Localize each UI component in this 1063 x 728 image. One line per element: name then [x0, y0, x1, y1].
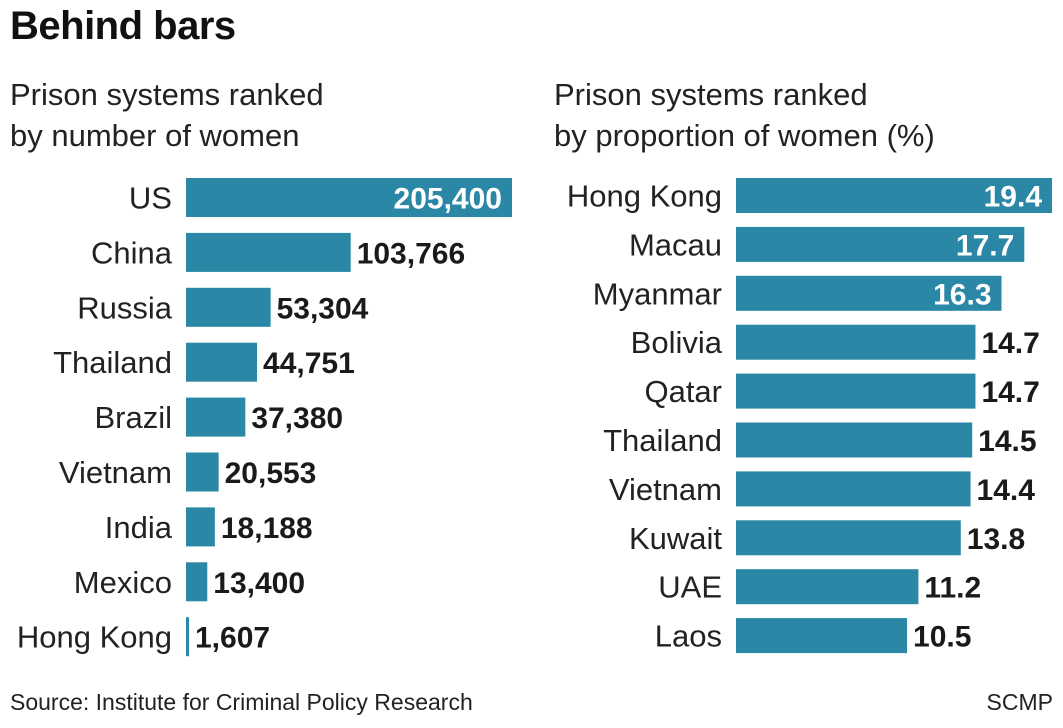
bar: [186, 178, 512, 217]
data-label: 37,380: [251, 402, 343, 435]
left-chart-subtitle: Prison systems ranked by number of women: [10, 77, 324, 153]
category-label: Bolivia: [631, 325, 723, 360]
bar: [736, 520, 961, 556]
data-label: 13,400: [213, 567, 305, 600]
category-label: Vietnam: [609, 472, 722, 507]
bar: [736, 471, 971, 507]
bar: [736, 324, 976, 360]
data-label: 1,607: [195, 622, 270, 655]
bar: [186, 397, 246, 437]
data-label: 14.4: [977, 474, 1036, 507]
data-label: 44,751: [263, 347, 355, 380]
category-label: Macau: [629, 227, 722, 262]
category-label: China: [91, 235, 173, 270]
category-label: Mexico: [74, 565, 172, 600]
data-label: 10.5: [913, 621, 971, 654]
category-label: US: [129, 181, 172, 216]
data-label: 19.4: [984, 181, 1043, 214]
bar: [186, 287, 271, 327]
data-label: 53,304: [277, 292, 369, 325]
data-label: 103,766: [357, 237, 465, 270]
bar: [186, 562, 208, 602]
category-label: Vietnam: [59, 455, 172, 490]
category-label: Hong Kong: [17, 620, 172, 655]
category-label: India: [105, 510, 173, 545]
category-label: Qatar: [644, 374, 722, 409]
category-label: Myanmar: [593, 276, 722, 311]
category-label: Laos: [655, 619, 722, 654]
bar: [186, 507, 215, 547]
bar: [186, 232, 351, 272]
bar: [736, 275, 1002, 311]
category-label: Hong Kong: [567, 179, 722, 214]
bar: [736, 422, 973, 458]
bar: [186, 342, 258, 382]
bar: [186, 617, 189, 657]
source-note: Source: Institute for Criminal Policy Re…: [10, 689, 473, 715]
category-label: Thailand: [603, 423, 722, 458]
chart-title: Behind bars: [10, 4, 236, 48]
data-label: 20,553: [225, 457, 317, 490]
data-label: 14.7: [981, 376, 1039, 409]
bar: [186, 452, 219, 492]
category-label: Brazil: [94, 400, 172, 435]
data-label: 14.7: [981, 327, 1039, 360]
data-label: 14.5: [978, 425, 1036, 458]
category-label: UAE: [658, 570, 722, 605]
bar: [736, 178, 1052, 213]
credit-label: SCMP: [986, 689, 1053, 715]
data-label: 13.8: [967, 523, 1025, 556]
data-label: 205,400: [394, 183, 502, 216]
category-label: Kuwait: [629, 521, 722, 556]
category-label: Thailand: [53, 345, 172, 380]
data-label: 18,188: [221, 512, 313, 545]
data-label: 11.2: [924, 572, 981, 605]
bar: [736, 373, 976, 409]
data-label: 16.3: [933, 278, 991, 311]
bar: [736, 618, 908, 654]
data-label: 17.7: [956, 229, 1014, 262]
right-chart-subtitle: Prison systems ranked by proportion of w…: [554, 77, 935, 153]
bar: [736, 226, 1025, 262]
category-label: Russia: [77, 290, 173, 325]
bar: [736, 569, 919, 605]
